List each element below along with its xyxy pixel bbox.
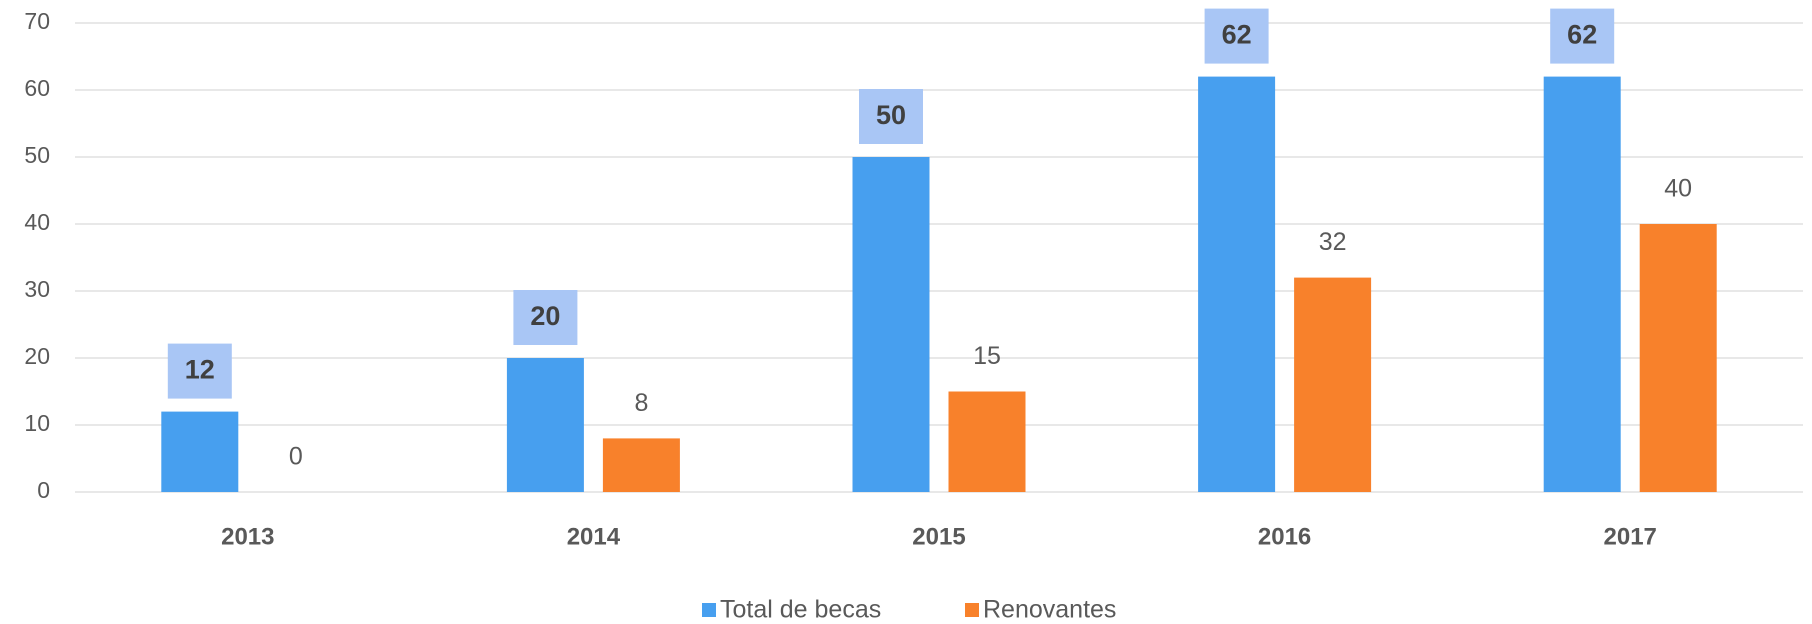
value-label-box [1550, 8, 1615, 64]
value-label-box [167, 343, 232, 399]
y-tick-label: 20 [24, 343, 50, 369]
bar [852, 157, 930, 492]
legend-swatch [965, 603, 979, 617]
y-tick-label: 60 [24, 75, 50, 101]
bar [602, 438, 680, 492]
y-tick-label: 0 [37, 477, 50, 503]
y-tick-label: 30 [24, 276, 50, 302]
value-label: 62 [1222, 20, 1252, 50]
x-tick-label: 2015 [912, 523, 965, 550]
x-tick-label: 2013 [221, 523, 274, 550]
value-label: 40 [1664, 175, 1692, 203]
value-label: 0 [289, 443, 303, 471]
x-tick-label: 2016 [1258, 523, 1311, 550]
y-tick-label: 10 [24, 410, 50, 436]
value-label-box [513, 290, 578, 345]
bar [506, 358, 584, 492]
value-label-box [859, 89, 923, 144]
bar [1543, 76, 1621, 492]
value-label: 32 [1319, 228, 1347, 256]
y-tick-label: 50 [24, 142, 50, 168]
value-label-box [1204, 8, 1269, 64]
value-label: 20 [530, 301, 560, 331]
y-tick-label: 70 [24, 8, 50, 34]
bar [948, 391, 1026, 492]
value-label: 12 [185, 355, 215, 385]
x-tick-label: 2017 [1604, 523, 1657, 550]
legend-swatch [702, 603, 716, 617]
y-tick-label: 40 [24, 209, 50, 235]
legend-label: Renovantes [983, 596, 1116, 624]
bar [1639, 224, 1717, 492]
bar [161, 411, 239, 492]
value-label: 15 [973, 342, 1001, 370]
value-label: 8 [634, 389, 648, 417]
value-label: 62 [1567, 20, 1597, 50]
bar [1294, 277, 1372, 492]
legend-label: Total de becas [720, 596, 881, 624]
bar [1198, 76, 1276, 492]
x-tick-label: 2014 [567, 523, 621, 550]
value-label: 50 [876, 100, 906, 130]
